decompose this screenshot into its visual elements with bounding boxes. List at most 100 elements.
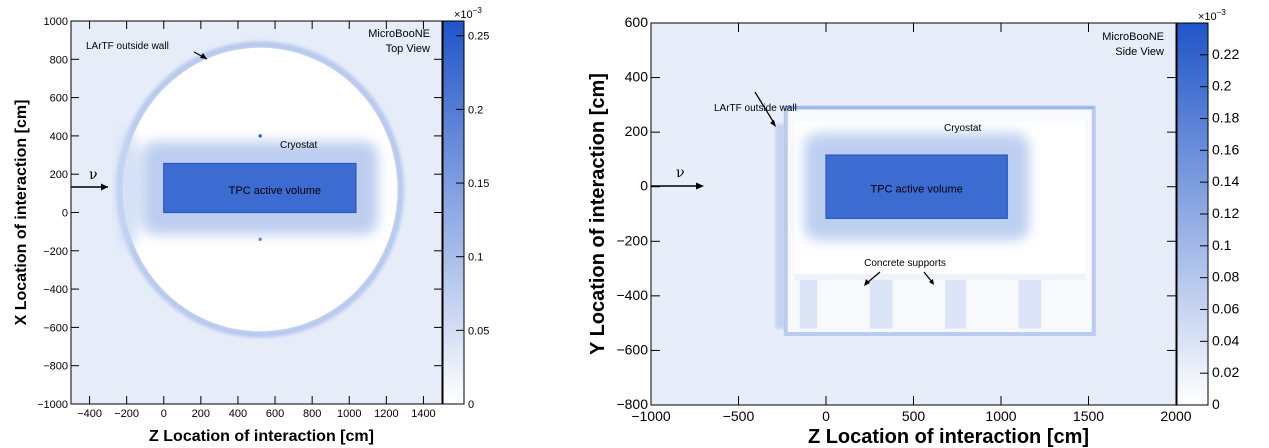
colorbar-tick-label: 0.15 (468, 178, 489, 190)
side-view-colorbar-ticks: 0 0.02 0.04 0.06 0.08 0.1 0.12 0.14 0.16 0.18 0.2 0… (1200, 46, 1239, 412)
arrowhead (770, 120, 776, 127)
y-tick-label: 800 (50, 54, 68, 66)
colorbar-tick-label: 0.2 (1212, 78, 1232, 94)
top-view-panel: −400 −200 0 200 400 600 800 1000 1200 1400 −1000−… (13, 6, 489, 445)
top-view-colorbar-ticks: 0 0.05 0.1 0.15 0.2 0.25 (456, 31, 489, 411)
x-tick-label: 200 (192, 408, 210, 420)
top-view-experiment-label: MicroBooNE (368, 28, 430, 40)
y-tick-label: 200 (50, 169, 68, 181)
y-tick-label: 0 (62, 208, 68, 220)
side-view-annotation-concrete-supports: Concrete supports (864, 258, 946, 269)
side-view-x-ticks: −1000 −500 0 500 1000 1500 2000 (631, 23, 1192, 424)
top-view-x-axis-title: Z Location of interaction [cm] (149, 428, 374, 445)
colorbar-tick-label: 0.22 (1212, 46, 1239, 62)
arrowhead (200, 53, 207, 59)
concrete-support-block (869, 276, 893, 329)
y-tick-label: −600 (43, 322, 68, 334)
x-tick-label: 1400 (411, 408, 435, 420)
y-tick-label: 400 (50, 131, 68, 143)
support-pointer-arrow (866, 271, 881, 284)
x-tick-label: 500 (902, 408, 926, 424)
floor-band (794, 274, 1085, 281)
colorbar-tick-label: 0.2 (468, 104, 483, 116)
colorbar-tick-label: 0.1 (1212, 237, 1232, 253)
arrowhead (929, 279, 934, 285)
side-view-neutrino-label: ν (676, 165, 685, 181)
colorbar-tick-label: 0.1 (468, 252, 483, 264)
colorbar-tick-label: 0.16 (1212, 141, 1239, 157)
y-tick-label: 400 (625, 69, 649, 85)
top-view-arrows (71, 51, 208, 191)
x-tick-label: −1000 (631, 408, 671, 424)
arrowhead (696, 182, 704, 190)
side-view-heatmap (651, 23, 1176, 405)
x-tick-label: −400 (77, 408, 102, 420)
y-tick-label: −800 (43, 361, 68, 373)
y-tick-label: −600 (616, 341, 648, 357)
x-tick-label: 800 (303, 408, 321, 420)
colorbar-tick-label: 0.25 (468, 31, 489, 43)
colorbar-tick-label: 0.04 (1212, 332, 1239, 348)
tpc-active-volume (163, 163, 356, 213)
side-view-colorbar-exponent: ×10−3 (1198, 8, 1226, 23)
side-view-view-label: Side View (1115, 46, 1164, 58)
side-view-experiment-label: MicroBooNE (1102, 31, 1164, 43)
x-tick-label: 0 (822, 408, 830, 424)
y-tick-label: −400 (43, 284, 68, 296)
y-tick-label: 1000 (44, 16, 68, 28)
x-tick-label: 400 (229, 408, 247, 420)
top-view-neutrino-label: ν (89, 167, 98, 183)
colorbar-tick-label: 0.18 (1212, 110, 1239, 126)
y-tick-label: −800 (616, 396, 648, 412)
arrowhead (864, 279, 870, 286)
concrete-support-block (945, 276, 966, 329)
top-view-y-axis-title: X Location of interaction [cm] (13, 100, 30, 326)
tpc-active-volume (826, 155, 1008, 219)
side-view-annotation-cryostat: Cryostat (944, 123, 981, 134)
top-view-y-ticks: −1000 −800 −600 −400 −200 0 200 400 600 800 1000 (37, 16, 442, 411)
top-view-view-label: Top View (386, 43, 430, 55)
y-tick-label: −1000 (37, 399, 68, 411)
colorbar-tick-label: 0.08 (1212, 269, 1239, 285)
upstream-wall-glow (116, 129, 141, 250)
top-view-colorbar-exponent: ×10−3 (454, 6, 482, 21)
top-view-x-ticks: −400 −200 0 200 400 600 800 1000 1200 1400 (77, 21, 436, 420)
concrete-support-block (799, 276, 818, 329)
x-tick-label: 1000 (337, 408, 361, 420)
colorbar-tick-label: 0.02 (1212, 364, 1239, 380)
cryostat-feature-dot (258, 134, 262, 138)
y-tick-label: −200 (616, 232, 648, 248)
x-tick-label: −200 (114, 408, 139, 420)
top-view-annotation-cryostat: Cryostat (280, 140, 317, 151)
top-view-colorbar (442, 20, 465, 405)
y-tick-label: 600 (50, 93, 68, 105)
y-tick-label: −400 (616, 287, 648, 303)
y-tick-label: −200 (43, 246, 68, 258)
x-tick-label: −500 (723, 408, 755, 424)
tpc-outline (825, 154, 1008, 219)
support-pointer-arrow (923, 271, 933, 283)
side-view-annotation-lartf-wall: LArTF outside wall (714, 103, 797, 114)
colorbar-tick-label: 0 (468, 399, 474, 411)
concrete-support-block (1018, 276, 1042, 329)
arrowhead (101, 183, 108, 191)
cryostat-feature-dot (258, 237, 262, 241)
side-view-x-axis-title: Z Location of interaction [cm] (808, 426, 1089, 448)
colorbar-tick-label: 0 (1212, 396, 1220, 412)
tpc-outline (163, 162, 357, 214)
x-tick-label: 1000 (985, 408, 1016, 424)
y-tick-label: 200 (625, 123, 649, 139)
top-view-annotation-lartf-wall: LArTF outside wall (86, 41, 169, 52)
y-tick-label: 600 (625, 14, 649, 30)
x-tick-label: 600 (266, 408, 284, 420)
x-tick-label: 1500 (1073, 408, 1104, 424)
x-tick-label: 2000 (1160, 408, 1191, 424)
colorbar-tick-label: 0.12 (1212, 205, 1239, 221)
y-tick-label: 0 (640, 178, 648, 194)
upstream-wall-glow (775, 123, 786, 329)
side-view-annotation-tpc: TPC active volume (870, 184, 962, 196)
side-view-y-axis-title: Y Location of interaction [cm] (587, 73, 609, 355)
side-view-arrows (651, 91, 934, 286)
colorbar-tick-label: 0.05 (468, 325, 489, 337)
